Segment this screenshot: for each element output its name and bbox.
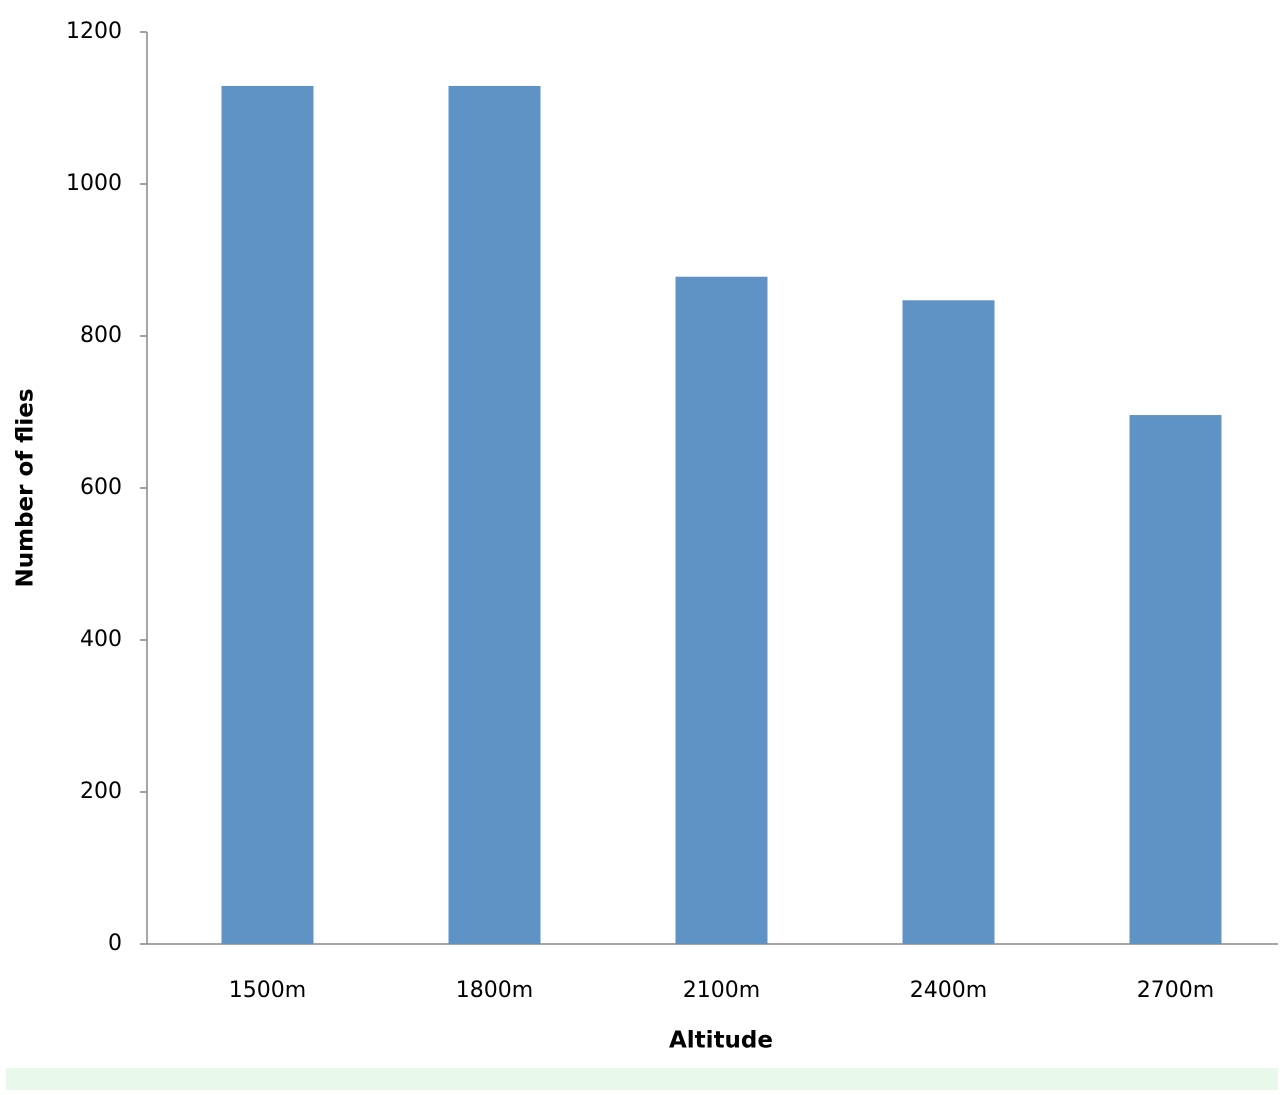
y-axis-title: Number of flies [13, 388, 39, 587]
bar [221, 85, 314, 944]
y-tick-label: 400 [80, 627, 122, 652]
y-tick-label: 1000 [66, 171, 122, 196]
y-tick-label: 800 [80, 323, 122, 348]
bar [448, 85, 541, 944]
y-tick-label: 600 [80, 475, 122, 500]
x-tick-label: 2400m [910, 978, 987, 1003]
x-tick-label: 1800m [456, 978, 533, 1003]
x-tick-label: 2700m [1137, 978, 1214, 1003]
bar [675, 276, 768, 945]
bar [1129, 415, 1222, 944]
caption-strip [6, 1068, 1278, 1090]
y-tick-label: 200 [80, 779, 122, 804]
x-tick-label: 2100m [683, 978, 760, 1003]
y-tick-label: 1200 [66, 19, 122, 44]
x-axis-title: Altitude [669, 1028, 773, 1054]
bar [902, 300, 995, 944]
x-tick-label: 1500m [229, 978, 306, 1003]
y-tick-label: 0 [108, 931, 122, 956]
